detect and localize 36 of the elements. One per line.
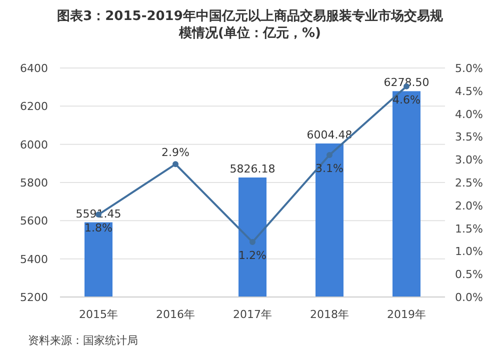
y-tick-label: 5400: [20, 252, 48, 266]
y2-tick-label: 4.5%: [455, 84, 483, 98]
y2-tick-label: 5.0%: [455, 62, 483, 75]
y-tick-label: 6400: [20, 62, 48, 75]
y2-tick-label: 3.0%: [455, 154, 483, 167]
y2-tick-label: 2.0%: [455, 199, 483, 212]
y-tick-label: 5200: [20, 291, 48, 304]
point: [326, 152, 332, 158]
y2-tick-label: 4.0%: [455, 108, 483, 121]
x-tick-label: 2018年: [310, 308, 349, 321]
data-label: 6004.48: [306, 128, 352, 142]
data-label: 3.1%: [316, 162, 344, 176]
x-tick-label: 2015年: [79, 308, 118, 321]
y2-tick-label: 3.5%: [455, 130, 483, 144]
data-label: 1.8%: [84, 222, 112, 235]
x-tick-label: 2019年: [387, 308, 426, 321]
data-label: 5826.18: [230, 162, 276, 176]
point: [250, 239, 256, 246]
data-label: 6278.50: [384, 76, 430, 90]
y-tick-label: 5800: [20, 176, 48, 190]
y-tick-label: 6200: [20, 100, 48, 114]
data-label: 1.2%: [238, 249, 266, 262]
x-tick-label: 2017年: [233, 308, 272, 321]
y2-tick-label: 0.0%: [455, 291, 483, 304]
x-tick-label: 2016年: [156, 308, 195, 321]
y2-tick-label: 0.5%: [455, 268, 483, 282]
y-tick-label: 6000: [20, 138, 48, 152]
y2-tick-label: 1.0%: [455, 245, 483, 258]
y-tick-label: 5600: [20, 214, 48, 228]
chart-title: 图表3：2015-2019年中国亿元以上商品交易服装专业市场交易规模情况(单位：亿元，%): [57, 8, 444, 41]
data-label: 4.6%: [392, 93, 420, 106]
point: [172, 161, 178, 168]
y2-tick-label: 1.5%: [455, 222, 483, 236]
text: 资料来源：国家统计局: [28, 334, 138, 347]
data-label: 2.9%: [162, 146, 190, 160]
y2-tick-label: 2.5%: [455, 176, 483, 190]
